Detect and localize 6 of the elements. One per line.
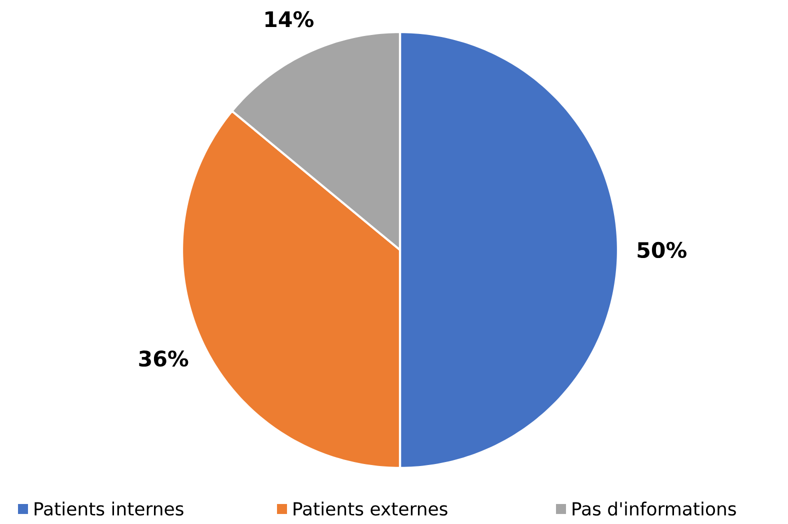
legend-label: Pas d'informations [572,502,736,516]
data-label: 36% [139,350,188,367]
legend-label: Patients externes [294,502,448,516]
data-label: 50% [638,242,686,258]
data-label: 14% [266,11,314,28]
legend-label: Patients internes [34,502,184,516]
